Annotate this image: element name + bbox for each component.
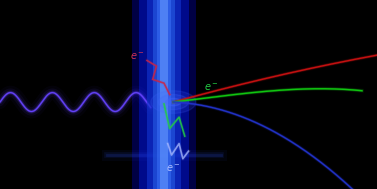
Polygon shape <box>147 0 181 189</box>
Text: $e^-$: $e^-$ <box>130 51 145 63</box>
Circle shape <box>158 94 188 110</box>
Circle shape <box>166 98 181 106</box>
Polygon shape <box>132 0 196 189</box>
Polygon shape <box>160 0 168 189</box>
Text: $e^-$: $e^-$ <box>166 163 181 174</box>
Polygon shape <box>153 0 175 189</box>
Circle shape <box>151 91 196 113</box>
Polygon shape <box>139 0 188 189</box>
Polygon shape <box>157 0 171 189</box>
Text: $e^-$: $e^-$ <box>204 82 218 93</box>
